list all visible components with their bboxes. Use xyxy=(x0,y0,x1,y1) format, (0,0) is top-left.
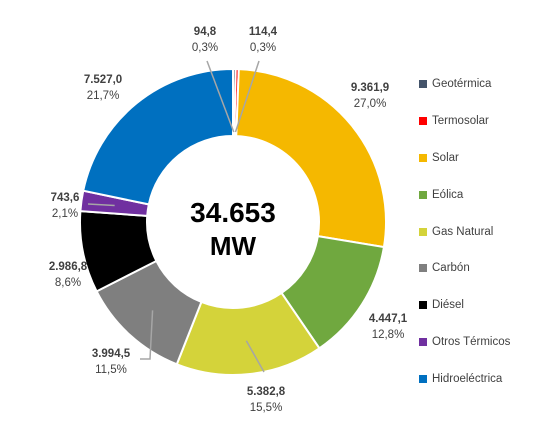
center-value-label: 34.653 xyxy=(190,197,276,228)
pct-label-carbon: 11,5% xyxy=(95,364,127,376)
legend-item-gas-natural: Gas Natural xyxy=(419,213,545,250)
value-label-termosolar: 114,4 xyxy=(249,26,278,38)
legend-swatch xyxy=(419,227,427,236)
legend-label: Eólica xyxy=(432,188,464,201)
leader-line-carbon xyxy=(140,310,154,360)
value-label-geotermica: 94,8 xyxy=(194,26,217,38)
leader-line-gas-natural xyxy=(245,340,265,373)
leader-line-termosolar xyxy=(234,60,260,133)
legend-item-eolica: Eólica xyxy=(419,176,545,213)
value-label-gas-natural: 5.382,8 xyxy=(247,386,286,398)
legend-swatch xyxy=(419,264,427,273)
slice-hidroelectrica xyxy=(82,67,234,206)
legend-item-carbon: Carbón xyxy=(419,250,545,287)
legend-swatch xyxy=(419,117,427,126)
legend-swatch xyxy=(419,190,427,199)
value-label-solar: 9.361,9 xyxy=(351,82,389,94)
legend-swatch xyxy=(419,153,427,162)
legend-swatch xyxy=(419,337,427,346)
slices-group xyxy=(79,67,387,376)
legend-label: Otros Térmicos xyxy=(432,335,511,348)
legend-swatch xyxy=(419,80,427,89)
pct-label-hidroelectrica: 21,7% xyxy=(87,90,120,102)
legend-item-otros-termicos: Otros Térmicos xyxy=(419,324,545,361)
legend-label: Gas Natural xyxy=(432,225,494,238)
center-unit-label: MW xyxy=(210,231,257,261)
pct-label-geotermica: 0,3% xyxy=(192,42,218,54)
value-label-hidroelectrica: 7.527,0 xyxy=(84,74,122,86)
legend-label: Solar xyxy=(432,151,459,164)
leader-line-otros-termicos xyxy=(87,203,115,207)
pct-label-gas-natural: 15,5% xyxy=(250,402,283,414)
legend-item-diesel: Diésel xyxy=(419,287,545,324)
data-labels-group: 94,8 0,3% 114,4 0,3% 9.361,9 27,0% 4.447,1 12,8… xyxy=(49,26,408,414)
pct-label-otros-termicos: 2,1% xyxy=(52,208,78,220)
legend-label: Termosolar xyxy=(432,115,489,128)
legend-label: Hidroeléctrica xyxy=(432,372,503,385)
legend-item-termosolar: Termosolar xyxy=(419,103,545,140)
pct-label-termosolar: 0,3% xyxy=(250,42,276,54)
legend-swatch xyxy=(419,374,427,383)
value-label-otros-termicos: 743,6 xyxy=(51,192,80,204)
legend-label: Geotérmica xyxy=(432,78,492,91)
value-label-carbon: 3.994,5 xyxy=(92,348,131,360)
chart-legend: Geotérmica Termosolar Solar Eólica Gas Natur… xyxy=(419,66,545,397)
pct-label-solar: 27,0% xyxy=(354,98,387,110)
leader-lines-group xyxy=(87,60,265,373)
value-label-diesel: 2.986,8 xyxy=(49,261,88,273)
slice-solar xyxy=(235,68,387,249)
legend-label: Carbón xyxy=(432,262,470,275)
pct-label-eolica: 12,8% xyxy=(372,329,405,341)
legend-item-solar: Solar xyxy=(419,140,545,177)
pct-label-diesel: 8,6% xyxy=(55,277,81,289)
legend-item-hidroelectrica: Hidroeléctrica xyxy=(419,360,545,397)
legend-item-geotermica: Geotérmica xyxy=(419,66,545,103)
value-label-eolica: 4.447,1 xyxy=(369,313,408,325)
legend-label: Diésel xyxy=(432,299,464,312)
leader-line-geotermica xyxy=(206,60,235,133)
legend-swatch xyxy=(419,301,427,310)
